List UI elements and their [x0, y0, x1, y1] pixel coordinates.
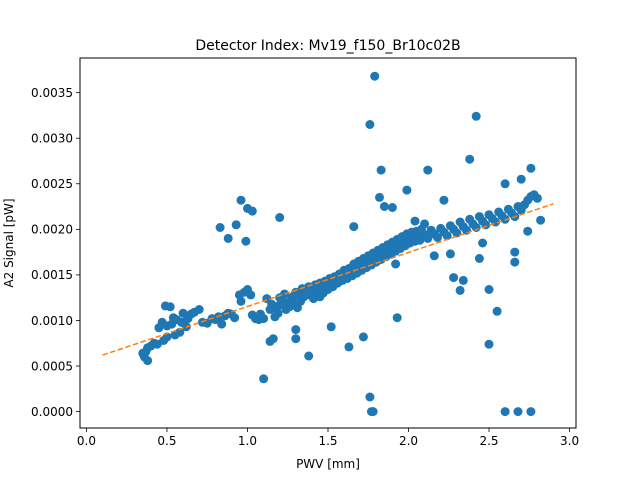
data-point	[291, 325, 301, 335]
data-point	[215, 223, 225, 232]
y-tick-label: 0.0035	[31, 86, 73, 100]
data-point	[445, 249, 455, 259]
data-point	[478, 238, 488, 248]
data-point	[392, 313, 402, 323]
data-point	[484, 285, 494, 294]
data-point	[259, 314, 269, 324]
data-point	[165, 302, 175, 312]
data-point	[365, 120, 375, 129]
fit-line	[102, 203, 554, 356]
data-point	[358, 332, 368, 342]
data-point	[471, 111, 481, 121]
data-point	[246, 290, 256, 300]
data-point	[423, 233, 433, 243]
data-point	[402, 185, 412, 195]
data-point	[452, 228, 462, 238]
x-tick-label: 0.0	[77, 434, 96, 448]
y-tick-label: 0.0010	[31, 314, 73, 328]
data-point	[275, 293, 285, 303]
data-point	[474, 254, 484, 263]
data-point	[420, 219, 430, 229]
data-point	[449, 273, 459, 283]
data-point	[349, 222, 359, 232]
data-point	[532, 193, 542, 203]
data-point	[471, 223, 481, 232]
data-point	[536, 215, 546, 225]
x-tick-label: 2.5	[479, 434, 498, 448]
data-point	[236, 296, 246, 306]
data-point	[259, 374, 269, 384]
y-tick-label: 0.0025	[31, 177, 73, 191]
data-point	[217, 319, 227, 329]
data-point	[458, 275, 468, 285]
data-point	[143, 356, 153, 366]
y-tick-label: 0.0005	[31, 359, 73, 373]
data-point	[442, 231, 452, 241]
x-tick-label: 0.5	[157, 434, 176, 448]
data-point	[500, 179, 510, 189]
data-point	[365, 392, 375, 402]
data-point	[455, 285, 465, 295]
data-point	[516, 174, 526, 184]
data-point	[429, 251, 439, 261]
data-point	[439, 195, 449, 205]
x-tick-label: 2.0	[399, 434, 418, 448]
x-tick-label: 1.5	[318, 434, 337, 448]
data-point	[387, 203, 397, 212]
x-axis-label: PWV [mm]	[296, 457, 360, 471]
y-axis-ticks: 0.0000 0.0005 0.0010 0.0015 0.0020 0.0025 0.00…	[31, 86, 80, 419]
data-point	[423, 165, 433, 175]
fit-line-layer	[102, 203, 554, 356]
data-point	[315, 292, 325, 302]
y-tick-label: 0.0030	[31, 131, 73, 145]
data-point	[370, 71, 380, 81]
data-point	[513, 407, 523, 417]
data-point	[368, 407, 378, 417]
y-axis-label: A2 Signal [pW]	[2, 198, 16, 287]
x-tick-label: 3.0	[560, 434, 579, 448]
data-point	[326, 322, 336, 332]
data-point	[500, 407, 510, 417]
data-point	[247, 206, 257, 216]
data-point	[304, 351, 314, 361]
data-point	[376, 165, 386, 175]
data-point	[375, 192, 384, 202]
data-point	[175, 327, 185, 337]
y-tick-label: 0.0020	[31, 223, 73, 237]
data-point	[241, 236, 251, 246]
data-point	[526, 407, 536, 417]
data-point	[433, 233, 442, 242]
data-point	[273, 308, 283, 318]
data-point	[236, 195, 246, 205]
data-point	[510, 257, 520, 267]
data-point	[223, 233, 233, 243]
data-point	[275, 213, 285, 222]
data-point	[194, 305, 204, 314]
data-point	[510, 247, 520, 257]
data-point	[523, 226, 533, 236]
data-point	[526, 163, 536, 173]
data-point	[391, 259, 401, 269]
y-tick-label: 0.0015	[31, 268, 73, 282]
data-point	[492, 306, 502, 316]
chart-title: Detector Index: Mv19_f150_Br10c02B	[195, 38, 460, 54]
data-point	[268, 334, 278, 344]
x-tick-label: 1.0	[238, 434, 257, 448]
data-point	[484, 339, 494, 349]
data-point	[465, 154, 475, 164]
data-point	[291, 334, 301, 344]
x-axis-ticks: 0.0 0.5 1.0 1.5 2.0 2.5 3.0	[77, 428, 579, 448]
data-point	[344, 342, 354, 352]
data-point	[379, 202, 389, 211]
data-point	[410, 216, 420, 226]
data-point	[230, 313, 240, 323]
data-point	[231, 220, 241, 230]
y-tick-label: 0.0000	[31, 405, 73, 419]
data-point	[331, 276, 341, 286]
